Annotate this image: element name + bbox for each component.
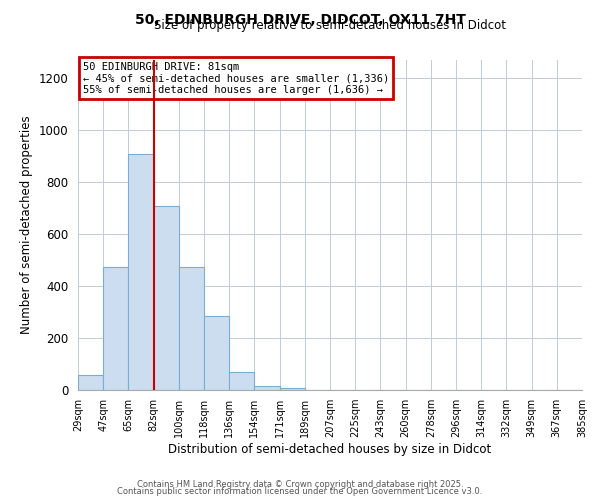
Bar	[179, 266, 204, 390]
Text: 50, EDINBURGH DRIVE, DIDCOT, OX11 7HT: 50, EDINBURGH DRIVE, DIDCOT, OX11 7HT	[134, 12, 466, 26]
Y-axis label: Number of semi-detached properties: Number of semi-detached properties	[20, 116, 33, 334]
Title: Size of property relative to semi-detached houses in Didcot: Size of property relative to semi-detach…	[154, 20, 506, 32]
Bar	[103, 266, 128, 390]
Bar	[254, 386, 280, 390]
Bar	[128, 154, 154, 390]
Bar	[229, 372, 254, 390]
Text: Contains HM Land Registry data © Crown copyright and database right 2025.: Contains HM Land Registry data © Crown c…	[137, 480, 463, 489]
Bar	[280, 388, 305, 390]
Bar	[78, 375, 103, 390]
Bar	[204, 316, 229, 390]
Text: 50 EDINBURGH DRIVE: 81sqm
← 45% of semi-detached houses are smaller (1,336)
55% : 50 EDINBURGH DRIVE: 81sqm ← 45% of semi-…	[83, 62, 389, 95]
Bar	[154, 206, 179, 390]
X-axis label: Distribution of semi-detached houses by size in Didcot: Distribution of semi-detached houses by …	[169, 442, 491, 456]
Text: Contains public sector information licensed under the Open Government Licence v3: Contains public sector information licen…	[118, 488, 482, 496]
